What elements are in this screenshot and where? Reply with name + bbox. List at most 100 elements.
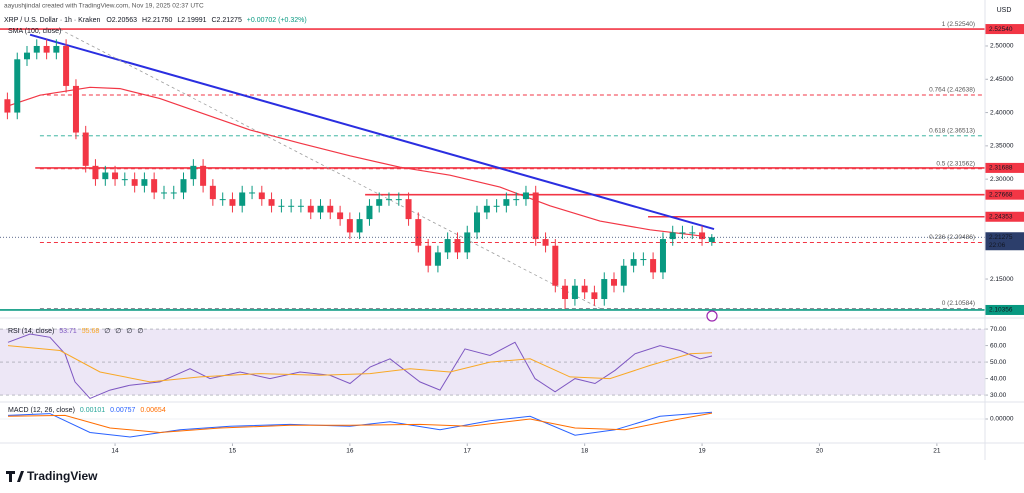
- candle-body: [209, 185, 216, 200]
- candle-body: [503, 199, 510, 206]
- candle-body: [200, 165, 207, 186]
- candle-body: [14, 59, 21, 113]
- candle-body: [444, 239, 451, 253]
- signal-value: 0.00654: [140, 407, 165, 414]
- candle-body: [249, 192, 256, 194]
- candle-body: [307, 205, 314, 213]
- last-price-label: 2.21275: [989, 234, 1013, 241]
- candle-body: [562, 285, 569, 300]
- candle-body: [131, 179, 138, 186]
- macd-legend: MACD (12, 26, close) 0.00101 0.00757 0.0…: [8, 407, 166, 414]
- y-tick-label: 2.30000: [990, 176, 1014, 183]
- rsi-extra: ∅: [137, 328, 143, 335]
- symbol-title: XRP / U.S. Dollar · 1h · Kraken: [4, 17, 100, 24]
- candle-body: [92, 165, 99, 180]
- y-tick-label: 40.00: [990, 375, 1007, 382]
- series-line: [7, 333, 713, 399]
- candle-body: [493, 205, 500, 207]
- candle-body: [591, 292, 598, 300]
- candle-body: [376, 199, 383, 206]
- candle-body: [640, 259, 647, 261]
- candle-body: [170, 192, 177, 194]
- candle-body: [385, 199, 392, 201]
- sma-legend: SMA (100, close): [8, 28, 61, 35]
- candle-body: [454, 239, 461, 253]
- rsi-extra: ∅: [126, 328, 132, 335]
- layers: 2.15000 2.30000 2.35000 2.40000 2.45000 2.500…: [0, 21, 1024, 455]
- price-label: 2.27668: [989, 191, 1013, 198]
- candle-body: [532, 192, 539, 240]
- candle-body: [239, 192, 246, 206]
- event-icon[interactable]: [706, 310, 718, 322]
- rsi-extra: ∅: [115, 328, 121, 335]
- y-tick-label: 70.00: [990, 326, 1007, 333]
- candle-body: [180, 179, 187, 193]
- candle-body: [190, 165, 197, 180]
- candle-body: [571, 285, 578, 300]
- candle-body: [229, 199, 236, 206]
- candle-body: [151, 179, 158, 193]
- trendline: [29, 33, 715, 231]
- candle-body: [630, 259, 637, 266]
- price-label: 2.10356: [989, 307, 1013, 314]
- x-tick-label: 21: [933, 448, 941, 455]
- macd-hist-value: 0.00101: [80, 407, 105, 414]
- candle-body: [425, 245, 432, 266]
- price-label-box: [985, 189, 1024, 200]
- candle-body: [102, 172, 109, 180]
- rsi-ma-value: 55.68: [82, 328, 100, 335]
- candle-body: [483, 205, 490, 213]
- candle-body: [278, 205, 285, 207]
- candle-body: [258, 192, 265, 200]
- fib-label: 0.764 (2.42638): [929, 87, 975, 94]
- y-tick-label: 2.15000: [990, 276, 1014, 283]
- series-line: [7, 411, 713, 438]
- candle-body: [474, 212, 481, 233]
- candle-body: [268, 199, 275, 206]
- countdown: 22:06: [989, 242, 1006, 249]
- candle-body: [112, 172, 119, 180]
- candle-body: [356, 219, 363, 233]
- y-tick-label: 2.40000: [990, 109, 1014, 116]
- candle-body: [405, 199, 412, 220]
- y-tick-label: 2.50000: [990, 43, 1014, 50]
- candle-body: [327, 205, 334, 213]
- candle-body: [288, 205, 295, 207]
- macd-value: 0.00757: [110, 407, 135, 414]
- rsi-legend: RSI (14, close) 53.71 55.68 ∅ ∅ ∅ ∅: [8, 328, 144, 335]
- series-line: [7, 345, 713, 383]
- trendline: [59, 28, 601, 309]
- candle-body: [434, 252, 441, 266]
- candle-body: [63, 45, 70, 86]
- candle-body: [219, 199, 226, 201]
- price-label: 2.52540: [989, 26, 1013, 33]
- candle-body: [552, 245, 559, 286]
- price-label: 2.31688: [989, 165, 1013, 172]
- y-tick-label: 0.00000: [990, 416, 1014, 423]
- candle-body: [650, 259, 657, 273]
- y-tick-label: 30.00: [990, 392, 1007, 399]
- fib-label: 0.5 (2.31562): [936, 160, 975, 167]
- ohlc-low: L2.19991: [177, 17, 206, 24]
- series-line: [7, 86, 701, 237]
- candle-body: [33, 45, 40, 53]
- candle-body: [346, 219, 353, 233]
- fib-label: 0 (2.10584): [942, 300, 975, 307]
- candle-body: [415, 219, 422, 246]
- logo: TradingView: [6, 469, 98, 483]
- candle-body: [464, 232, 471, 253]
- last-price-box: [985, 232, 1024, 251]
- rsi-title: RSI (14, close): [8, 328, 54, 335]
- rsi-value: 53.71: [59, 328, 77, 335]
- candle-body: [4, 99, 11, 113]
- candle-body: [542, 239, 549, 246]
- fib-label: 0.618 (2.36513): [929, 128, 975, 135]
- price-label-box: [985, 211, 1024, 222]
- change: +0.00702 (+0.32%): [247, 17, 307, 24]
- x-tick-label: 16: [346, 448, 354, 455]
- candle-body: [395, 199, 402, 201]
- candle-body: [522, 192, 529, 200]
- credit: aayushjindal created with TradingView.co…: [4, 3, 204, 10]
- x-tick-label: 15: [229, 448, 237, 455]
